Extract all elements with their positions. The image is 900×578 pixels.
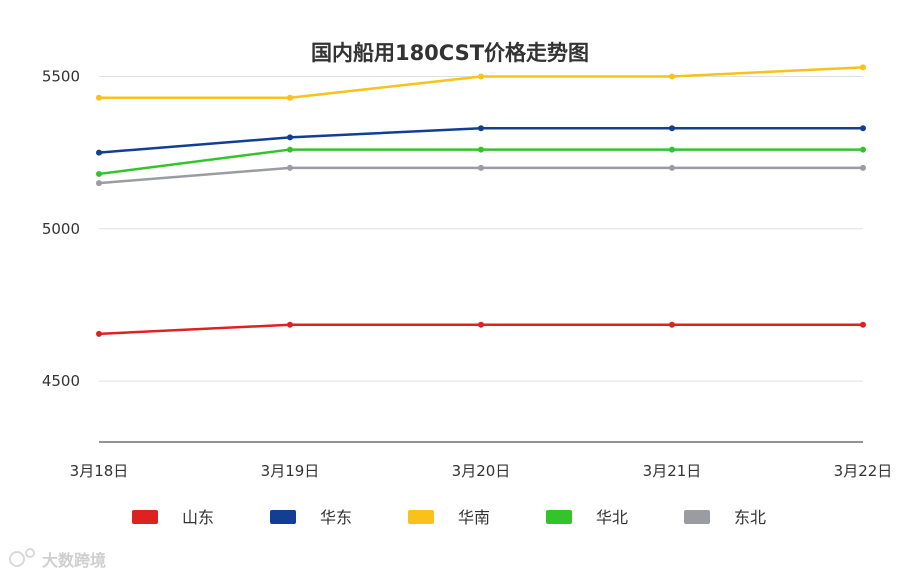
- data-point: [96, 149, 102, 156]
- series-line: [99, 66, 864, 100]
- x-tick-label: 3月18日: [70, 462, 129, 480]
- data-point: [669, 125, 675, 132]
- chart-title: 国内船用180CST价格走势图: [311, 41, 589, 65]
- data-point: [669, 73, 675, 80]
- legend-swatch: [684, 510, 710, 524]
- legend-item[interactable]: 山东: [132, 508, 214, 527]
- series-3: [96, 64, 866, 101]
- x-tick-label: 3月20日: [452, 462, 511, 480]
- legend-label: 东北: [734, 508, 766, 527]
- data-point: [860, 164, 866, 171]
- legend: 山东 华东 华南 华北 东北: [132, 508, 766, 527]
- data-point: [478, 146, 484, 153]
- watermark-text: 大数跨境: [42, 551, 106, 570]
- data-point: [669, 164, 675, 171]
- watermark: 大数跨境: [9, 548, 106, 570]
- legend-swatch: [546, 510, 572, 524]
- data-point: [287, 134, 293, 141]
- series-1: [96, 321, 866, 337]
- legend-swatch: [270, 510, 296, 524]
- legend-item[interactable]: 东北: [684, 508, 766, 527]
- data-point: [669, 146, 675, 153]
- series-lines: [96, 64, 866, 337]
- data-point: [96, 330, 102, 337]
- grid-lines: [99, 75, 863, 382]
- legend-label: 华南: [458, 508, 490, 527]
- legend-item[interactable]: 华东: [270, 508, 352, 527]
- data-point: [287, 94, 293, 101]
- legend-label: 华东: [320, 508, 352, 527]
- series-5: [96, 164, 866, 187]
- y-tick-label: 5000: [42, 220, 80, 238]
- legend-swatch: [132, 510, 158, 524]
- y-axis-labels: 4500 5000 5500: [42, 67, 80, 390]
- data-point: [287, 146, 293, 153]
- data-point: [287, 321, 293, 328]
- data-point: [96, 180, 102, 187]
- legend-swatch: [408, 510, 434, 524]
- data-point: [860, 64, 866, 71]
- data-point: [669, 321, 675, 328]
- data-point: [96, 94, 102, 101]
- y-tick-label: 4500: [42, 372, 80, 390]
- x-axis-labels: 3月18日 3月19日 3月20日 3月21日 3月22日: [70, 462, 893, 480]
- legend-label: 华北: [596, 508, 628, 527]
- data-point: [860, 321, 866, 328]
- data-point: [478, 321, 484, 328]
- legend-item[interactable]: 华北: [546, 508, 628, 527]
- legend-label: 山东: [182, 508, 214, 527]
- legend-item[interactable]: 华南: [408, 508, 490, 527]
- series-2: [96, 125, 866, 156]
- data-point: [478, 164, 484, 171]
- data-point: [96, 170, 102, 177]
- data-point: [860, 125, 866, 132]
- data-point: [287, 164, 293, 171]
- x-tick-label: 3月21日: [643, 462, 702, 480]
- data-point: [478, 73, 484, 80]
- x-tick-label: 3月22日: [834, 462, 893, 480]
- y-tick-label: 5500: [42, 67, 80, 85]
- brand-logo-icon: [9, 548, 35, 567]
- data-point: [478, 125, 484, 132]
- data-point: [860, 146, 866, 153]
- series-4: [96, 146, 866, 177]
- x-tick-label: 3月19日: [261, 462, 320, 480]
